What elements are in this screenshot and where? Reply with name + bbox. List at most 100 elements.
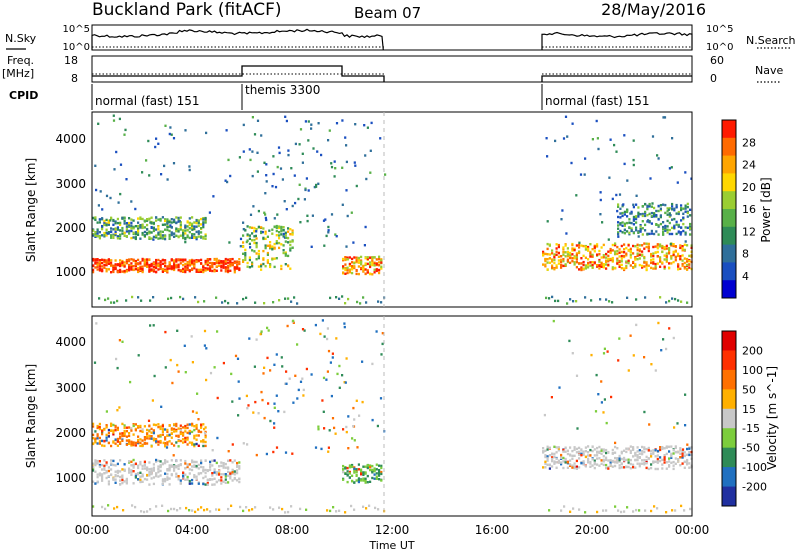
velocity-cell xyxy=(123,432,126,436)
power-cell xyxy=(653,213,656,216)
power-cell xyxy=(141,258,144,261)
velocity-cell xyxy=(143,436,146,439)
nsky-label: N.Sky xyxy=(5,32,37,45)
power-cell xyxy=(621,224,624,227)
power-cell xyxy=(148,237,151,240)
power-cell xyxy=(184,226,187,229)
velocity-cell xyxy=(355,479,358,482)
velocity-cell xyxy=(362,477,365,480)
velocity-cell xyxy=(347,447,350,450)
velocity-cell xyxy=(672,452,675,455)
power-cell xyxy=(155,234,158,237)
velocity-cell xyxy=(544,449,547,452)
power-cell xyxy=(125,230,128,233)
power-cell xyxy=(673,209,676,212)
velocity-cell xyxy=(287,510,290,514)
power-cell xyxy=(593,261,596,264)
power-cell xyxy=(184,237,187,241)
velocity-cell xyxy=(161,504,164,507)
power-cell xyxy=(200,262,203,265)
velocity-cell xyxy=(578,508,581,511)
power-cell xyxy=(335,235,338,238)
power-cell xyxy=(182,263,185,267)
velocity-cell xyxy=(596,446,599,450)
velocity-cell xyxy=(193,460,196,464)
power-cell xyxy=(609,257,612,261)
power-cell xyxy=(647,219,650,222)
power-cell xyxy=(179,259,182,262)
power-cell xyxy=(632,218,635,221)
velocity-cell xyxy=(647,467,650,471)
power-cell xyxy=(222,262,225,265)
velocity-cell xyxy=(197,430,200,433)
power-cell xyxy=(351,261,354,264)
velocity-cell xyxy=(600,462,603,465)
power-cell xyxy=(674,245,677,248)
velocity-cell xyxy=(569,463,572,466)
velocity-cell xyxy=(92,433,95,437)
velocity-cell xyxy=(209,371,213,375)
velocity-cell xyxy=(596,463,599,466)
power-cell xyxy=(301,152,304,155)
power-cell xyxy=(299,221,302,224)
velocity-cell xyxy=(614,461,617,464)
velocity-cell xyxy=(92,462,95,465)
power-cell xyxy=(229,260,232,263)
power-cell xyxy=(665,258,668,261)
freq-tick-bottom-left: 8 xyxy=(71,72,78,85)
velocity-cell xyxy=(302,388,305,392)
power-cell xyxy=(170,267,173,270)
velocity-cell xyxy=(204,444,207,448)
velocity-cell xyxy=(152,429,155,432)
power-cell xyxy=(366,257,369,261)
power-cell xyxy=(617,227,620,230)
velocity-cell xyxy=(614,451,617,454)
velocity-cell xyxy=(122,509,125,512)
velocity-cell xyxy=(571,457,574,460)
power-cell xyxy=(231,257,234,261)
velocity-cell xyxy=(681,454,684,458)
power-cell xyxy=(105,222,108,225)
velocity-cell xyxy=(369,466,372,469)
power-cell xyxy=(261,230,264,234)
velocity-cell xyxy=(344,381,347,384)
velocity-cell xyxy=(203,431,207,435)
power-cell xyxy=(284,115,287,118)
velocity-cell xyxy=(191,430,194,434)
velocity-cell xyxy=(629,458,632,462)
power-cell xyxy=(355,260,358,264)
power-cell xyxy=(92,259,95,262)
velocity-cell xyxy=(202,470,205,473)
velocity-cell xyxy=(632,463,635,466)
power-cell xyxy=(355,184,358,188)
power-cell xyxy=(366,271,369,274)
velocity-cell xyxy=(191,441,194,444)
velocity-cell xyxy=(544,462,547,465)
velocity-cell xyxy=(377,508,380,511)
velocity-cell xyxy=(161,482,164,486)
power-cell xyxy=(291,231,294,235)
velocity-cell xyxy=(677,458,680,462)
velocity-cell xyxy=(191,410,195,413)
power-cell xyxy=(609,249,612,252)
velocity-cell xyxy=(641,462,644,465)
power-cell xyxy=(380,265,383,268)
power-cell xyxy=(666,207,669,210)
velocity-cell xyxy=(159,435,162,438)
velocity-cell xyxy=(656,457,659,461)
power-cell xyxy=(130,236,133,240)
velocity-cell xyxy=(353,467,356,470)
velocity-cell xyxy=(627,369,630,372)
velocity-cell xyxy=(155,458,158,462)
velocity-cell xyxy=(591,464,594,467)
velocity-cell xyxy=(197,418,200,421)
velocity-cell xyxy=(602,458,605,462)
power-cell xyxy=(671,297,674,300)
power-cell xyxy=(149,299,152,302)
power-cell xyxy=(215,265,218,268)
power-cell xyxy=(175,221,178,225)
velocity-cell xyxy=(338,364,341,368)
power-cell xyxy=(599,298,602,301)
power-cell xyxy=(114,220,117,223)
velocity-cell xyxy=(224,466,227,469)
